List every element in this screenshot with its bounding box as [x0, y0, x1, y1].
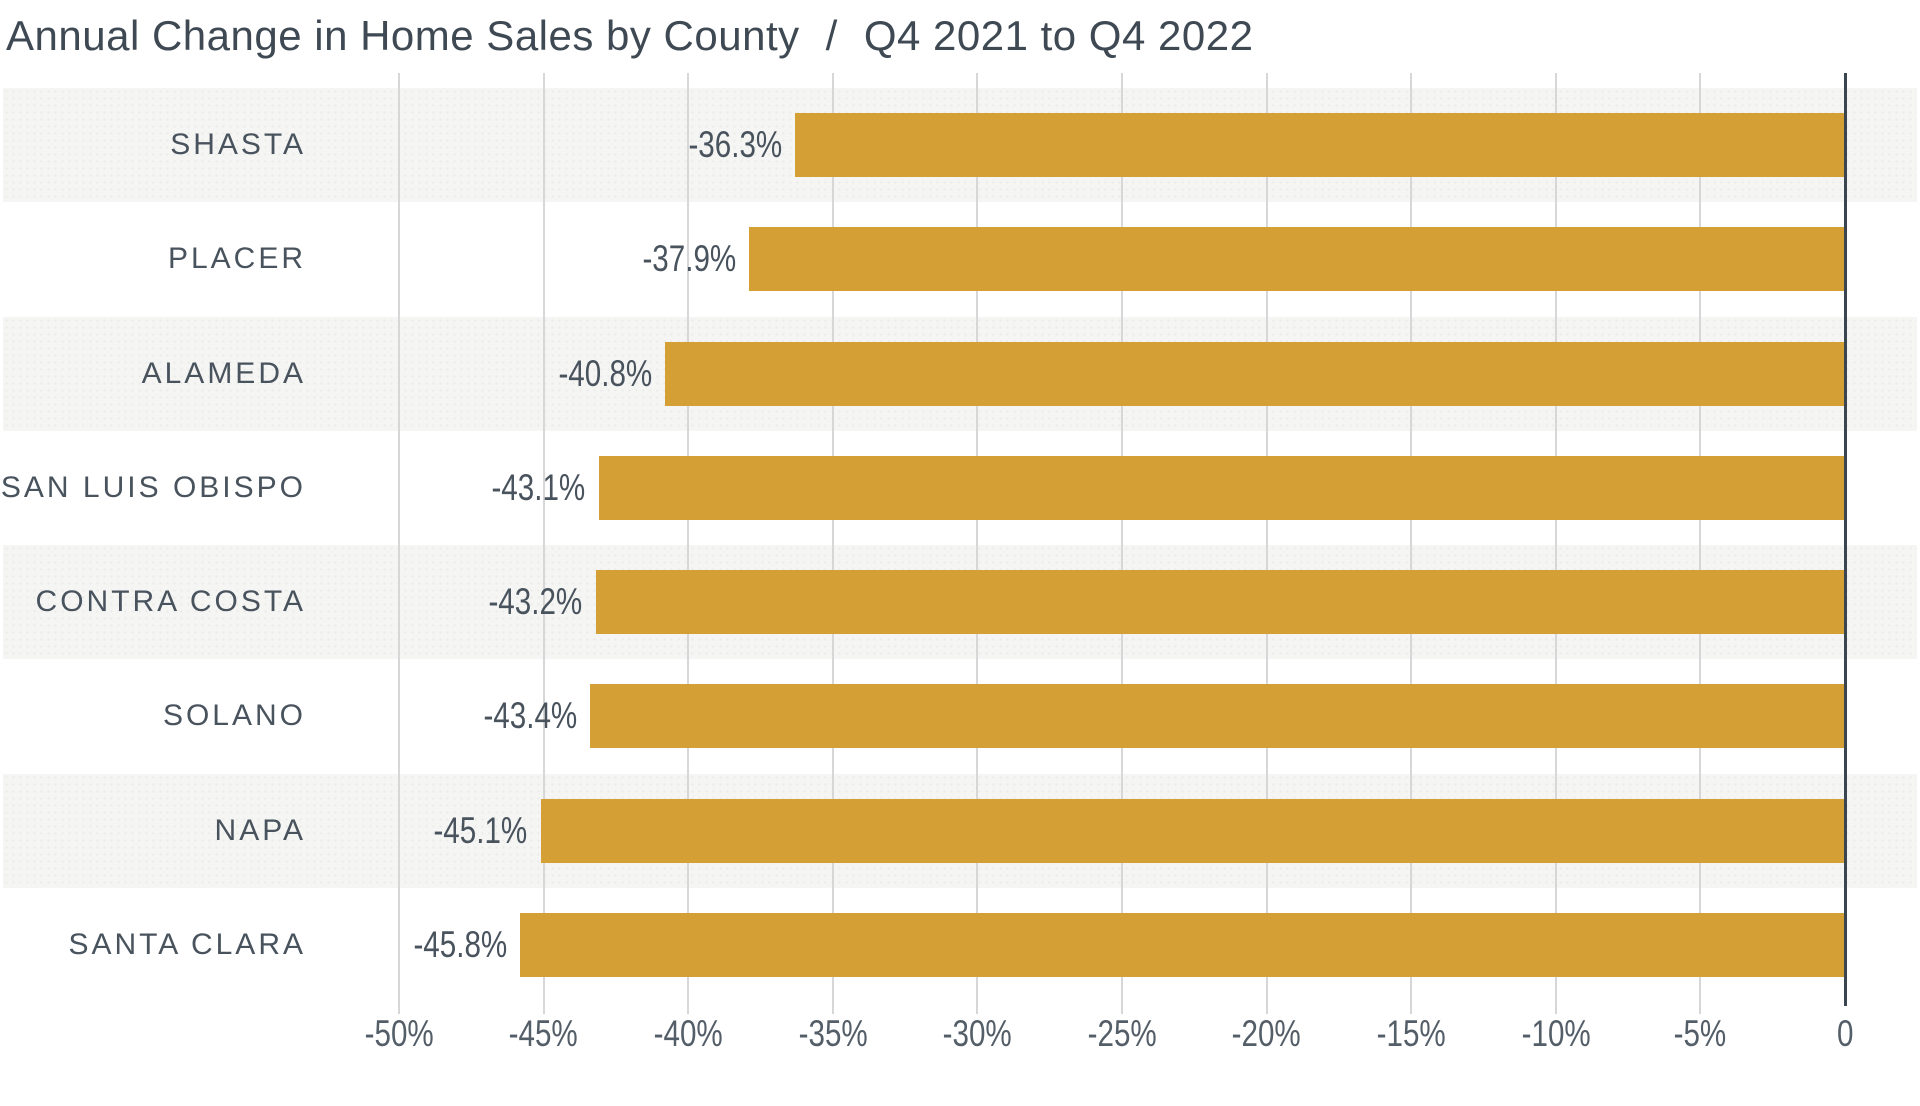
chart-title-period: Q4 2021 to Q4 2022 — [863, 12, 1254, 59]
gridline — [1121, 73, 1123, 1002]
axis-tick-label-text: -15% — [1376, 1013, 1446, 1054]
category-label-text: PLACER — [167, 242, 306, 276]
axis-tick-label-text: -30% — [942, 1013, 1012, 1054]
axis-tick-label: -20% — [1187, 1012, 1347, 1056]
gridline — [1699, 73, 1702, 1002]
axis-tick-label: -10% — [1476, 1012, 1636, 1056]
value-label-text: -43.1% — [491, 466, 586, 508]
value-label: -37.9% — [516, 202, 736, 316]
chart-title-main: Annual Change in Home Sales by County — [6, 12, 800, 59]
category-label: SANTA CLARA — [0, 888, 303, 1002]
bar — [540, 798, 1845, 863]
axis-tick — [687, 1002, 690, 1014]
zero-axis-line — [1843, 73, 1847, 1006]
gridline — [976, 73, 979, 1002]
axis-tick-label-text: -25% — [1087, 1013, 1157, 1054]
category-label-text: SANTA CLARA — [68, 927, 306, 961]
chart-title-separator: / — [825, 12, 838, 59]
gridline — [1554, 73, 1557, 1002]
bar — [520, 912, 1845, 977]
value-label-text: -45.1% — [433, 809, 528, 851]
axis-tick-label: -25% — [1042, 1012, 1202, 1056]
axis-tick-label: -40% — [608, 1012, 768, 1056]
gridline — [687, 73, 690, 1002]
bar — [595, 570, 1845, 635]
bar — [748, 227, 1845, 292]
axis-tick-label-text: 0 — [1836, 1013, 1854, 1054]
category-label: ALAMEDA — [0, 317, 303, 431]
value-label-text: -45.8% — [413, 923, 508, 965]
axis-tick — [831, 1002, 834, 1014]
value-label: -40.8% — [432, 317, 652, 431]
axis-tick-label: -35% — [753, 1012, 913, 1056]
category-label-text: ALAMEDA — [141, 356, 306, 390]
category-label: SHASTA — [0, 88, 303, 202]
value-label-text: -43.2% — [488, 581, 583, 623]
bar — [795, 113, 1845, 178]
category-label: SOLANO — [0, 659, 303, 773]
axis-tick-label-text: -20% — [1232, 1013, 1302, 1054]
axis-tick-label-text: -45% — [509, 1013, 579, 1054]
gridline — [1410, 73, 1413, 1002]
axis-tick — [542, 1002, 545, 1014]
axis-tick — [1265, 1002, 1268, 1014]
gridline — [1265, 73, 1268, 1002]
value-label-text: -36.3% — [688, 124, 783, 166]
bar — [665, 341, 1845, 406]
gridline — [398, 73, 400, 1002]
category-label-text: SOLANO — [162, 699, 306, 733]
bar — [598, 455, 1845, 520]
category-label-text: NAPA — [214, 813, 306, 847]
category-label: SAN LUIS OBISPO — [0, 431, 303, 545]
axis-tick-label-text: -10% — [1521, 1013, 1591, 1054]
chart-title: Annual Change in Home Sales by County / … — [6, 12, 1254, 59]
category-label: CONTRA COSTA — [0, 545, 303, 659]
axis-tick-label: -50% — [319, 1012, 479, 1056]
axis-tick-label: -5% — [1620, 1012, 1780, 1056]
axis-tick — [398, 1002, 400, 1014]
value-label-text: -37.9% — [642, 238, 736, 280]
value-label: -43.2% — [363, 545, 583, 659]
axis-tick — [1699, 1002, 1702, 1014]
axis-tick — [1410, 1002, 1413, 1014]
category-label: NAPA — [0, 774, 303, 888]
value-label: -43.4% — [357, 659, 577, 773]
axis-tick-label-text: -50% — [364, 1013, 434, 1054]
value-label: -43.1% — [366, 431, 586, 545]
value-label: -36.3% — [562, 88, 782, 202]
axis-tick-label: -45% — [464, 1012, 624, 1056]
gridline — [542, 73, 545, 1002]
axis-tick-label: -15% — [1331, 1012, 1491, 1056]
category-label-text: CONTRA COSTA — [35, 585, 306, 619]
axis-tick-label-text: -40% — [653, 1013, 723, 1054]
value-label: -45.8% — [287, 888, 508, 1002]
category-label: PLACER — [0, 202, 303, 316]
axis-tick-label-text: -35% — [798, 1013, 868, 1054]
axis-tick — [1121, 1002, 1123, 1014]
axis-tick — [1554, 1002, 1557, 1014]
value-label-text: -43.4% — [483, 695, 577, 737]
category-label-text: SAN LUIS OBISPO — [0, 470, 306, 504]
category-label-text: SHASTA — [170, 128, 306, 162]
value-label-text: -40.8% — [558, 352, 653, 394]
axis-tick-label: 0 — [1765, 1012, 1920, 1056]
gridline — [831, 73, 834, 1002]
axis-tick-label-text: -5% — [1674, 1013, 1727, 1054]
bar — [589, 684, 1845, 749]
axis-tick — [976, 1002, 979, 1014]
value-label: -45.1% — [308, 774, 528, 888]
axis-tick-label: -30% — [897, 1012, 1057, 1056]
